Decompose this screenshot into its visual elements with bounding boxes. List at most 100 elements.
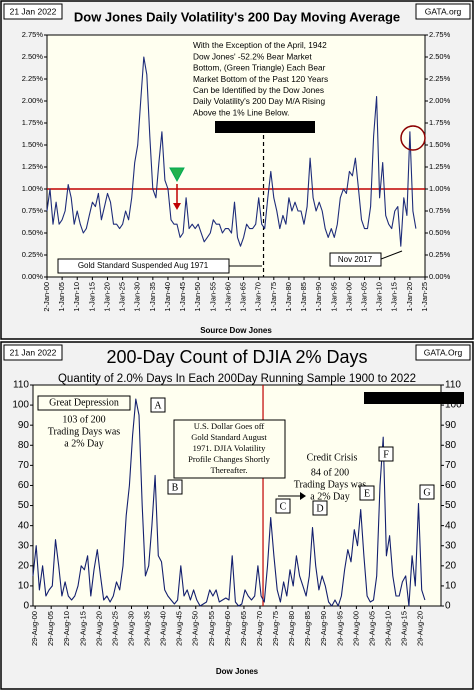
green-triangle [169,167,185,183]
y-tick-label: 1.50% [429,140,451,149]
x-tick-label: 1-Jan-20 [102,282,111,312]
marker-label: B [172,482,179,493]
x-tick-label: 1-Jan-85 [299,282,308,312]
x-tick-label: 29-Aug-00 [30,611,39,646]
annotation-line: Trading Days was [48,426,121,437]
x-tick-label: 29-Aug-25 [110,611,119,646]
note-line: Market Bottom of the Past 120 Years [193,74,328,84]
x-tick-label: 29-Aug-05 [46,611,55,646]
annotation-box [173,419,286,479]
y-tick-label: 2.75% [22,30,44,39]
x-axis-label: Dow Jones [216,667,259,676]
y-tick-label: 60 [18,480,30,491]
chart-title: Dow Jones Daily Volatility's 200 Day Mov… [74,9,400,24]
y-tick-label: 40 [18,520,30,531]
x-tick-label: 29-Aug-30 [126,611,135,646]
x-tick-label: 1-Jan-10 [72,282,81,312]
highlight-circle [400,125,426,151]
y-tick-label: 1.00% [429,184,451,193]
y-tick-label: 2.00% [429,96,451,105]
x-tick-label: 29-Aug-45 [175,611,184,646]
y-tick-label: 90 [445,420,457,431]
site-box [415,3,471,20]
annotation-line: Profile Changes Shortly [188,454,270,464]
marker-label: F [383,449,389,460]
note-line: Bottom, (Green Triangle) Each Bear [193,63,326,73]
note-line: With the Exception of the April, 1942 [193,40,327,50]
y-tick-label: 20 [18,560,30,571]
y-tick-label: 0.75% [429,206,451,215]
label: Gold Standard Suspended Aug 1971 [78,261,209,270]
x-tick-label: 29-Aug-50 [191,611,200,646]
y-tick-label: 110 [13,380,29,391]
y-tick-label: 0.75% [22,206,44,215]
x-tick-label: 29-Aug-10 [62,611,71,646]
arrow-head [173,203,181,210]
y-tick-label: 2.00% [22,96,44,105]
x-tick-label: 1-Jan-35 [148,282,157,312]
data-line [46,56,417,247]
x-tick-label: 29-Aug-20 [94,611,103,646]
site: GATA.org [425,6,462,16]
marker-box [359,485,375,501]
x-axis-label: Source Dow Jones [200,326,272,335]
x-tick-label: 1-Jan-05 [360,282,369,312]
annotation-line: Gold Standard August [191,432,267,442]
site-box [415,344,471,361]
x-tick-label: 1-Jan-75 [269,282,278,312]
y-tick-label: 0 [445,601,451,612]
x-tick-label: 1-Jan-00 [344,282,353,312]
x-tick-label: 29-Aug-75 [271,611,280,646]
x-tick-label: 1-Jan-80 [284,282,293,312]
annotation-line: U.S. Dollar Goes off [194,421,265,431]
y-tick-label: 80 [445,440,457,451]
annotation-line: 84 of 200 [311,467,349,478]
note-line: Dow Jones' -52.2% Bear Market [193,51,312,61]
y-tick-label: 2.25% [429,74,451,83]
y-tick-label: 50 [445,500,457,511]
chart-title: 200-Day Count of DJIA 2% Days [106,347,367,367]
x-tick-label: 29-Aug-65 [239,611,248,646]
y-tick-label: 0.25% [429,250,451,259]
date-box [3,344,63,361]
marker-box [312,500,328,516]
y-tick-label: 2.75% [429,30,451,39]
label: Nov 2017 [338,255,373,264]
y-tick-label: 70 [445,460,457,471]
y-tick-label: 1.75% [429,118,451,127]
x-tick-label: 1-Jan-15 [390,282,399,312]
x-tick-label: 1-Jan-30 [133,282,142,312]
x-tick-label: 29-Aug-90 [319,611,328,646]
annotation-line: 1971. DJIA Volatility [193,443,266,453]
date: 21 Jan 2022 [10,6,57,16]
y-tick-label: 2.25% [22,74,44,83]
annotation-line: a 2% Day [310,491,349,502]
x-tick-label: 29-Aug-40 [159,611,168,646]
x-tick-label: 29-Aug-55 [207,611,216,646]
x-tick-label: 1-Jan-40 [163,282,172,312]
x-tick-label: 29-Aug-20 [416,611,425,646]
y-tick-label: 60 [445,480,457,491]
note-line: Daily Volatility's 200 Day M/A Rising [193,96,325,106]
chart-bottom: 21 Jan 2022 GATA.Org 200-Day Count of DJIA… [3,344,471,676]
marker-label: A [154,400,162,411]
y-tick-label: 1.50% [22,140,44,149]
marker-box [378,446,394,462]
credit-box [364,392,464,404]
y-tick-label: 2.50% [22,52,44,61]
x-tick-label: 29-Aug-15 [400,611,409,646]
x-tick-label: 29-Aug-95 [335,611,344,646]
y-tick-label: 2.50% [429,52,451,61]
marker-box [275,498,291,514]
x-tick-label: 1-Jan-15 [87,282,96,312]
x-tick-label: 1-Jan-50 [193,282,202,312]
x-tick-label: 1-Jan-25 [118,282,127,312]
annotation-line: Credit Crisis [307,452,358,463]
x-tick-label: 1-Jan-65 [239,282,248,312]
y-tick-label: 40 [445,520,457,531]
credit: Graphic by MarkJ. Lundeen [368,393,461,402]
arrow [380,250,403,260]
marker-box [419,484,435,500]
x-tick-label: 1-Jan-60 [223,282,232,312]
y-tick-label: 1.00% [22,184,44,193]
